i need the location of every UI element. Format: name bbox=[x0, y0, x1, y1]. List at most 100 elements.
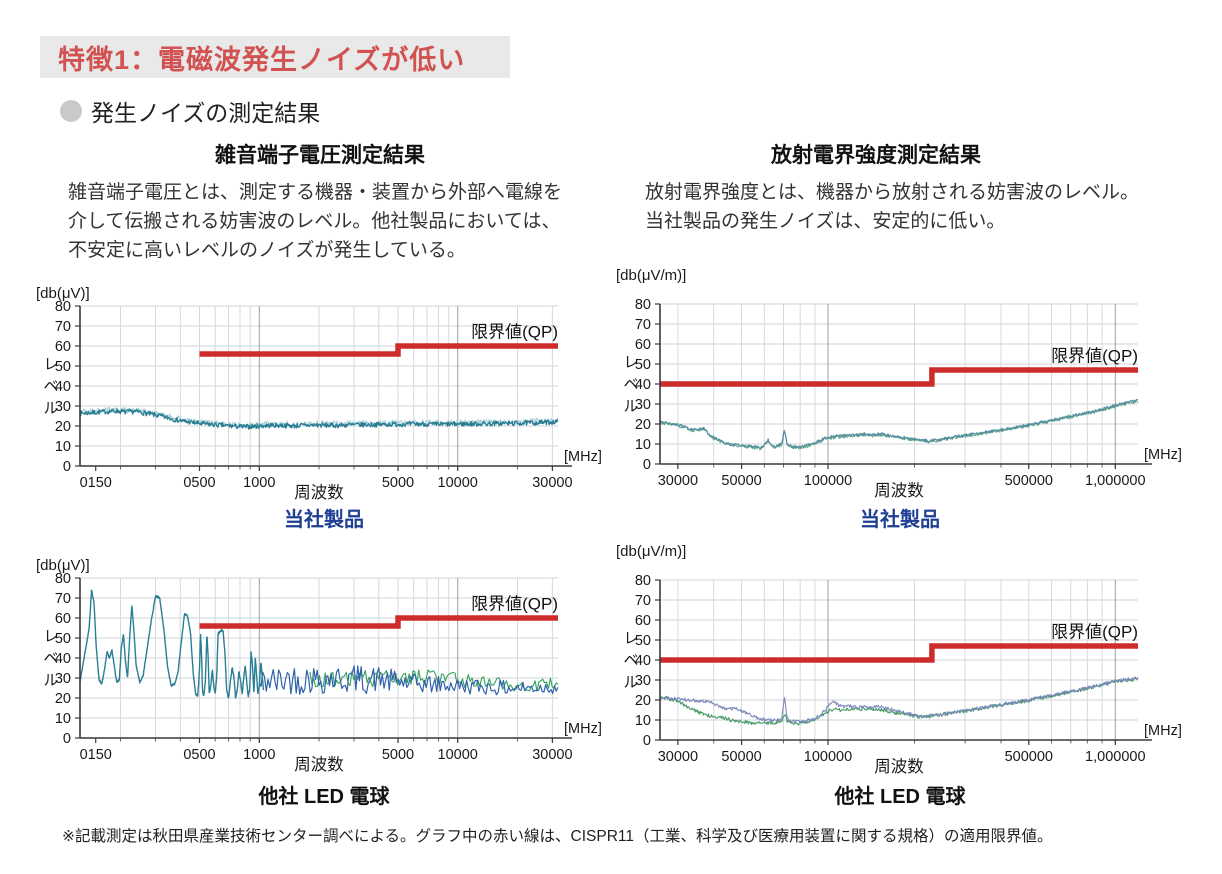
right-description-line-2: 当社製品の発生ノイズは、安定的に低い。 bbox=[645, 211, 1006, 232]
svg-text:[db(μV)]: [db(μV)] bbox=[36, 557, 90, 574]
caption-other-led-left: 他社 LED 電球 bbox=[258, 786, 390, 808]
svg-text:70: 70 bbox=[55, 591, 71, 607]
svg-text:20: 20 bbox=[635, 693, 651, 709]
svg-text:30000: 30000 bbox=[658, 749, 698, 765]
svg-text:50: 50 bbox=[55, 631, 71, 647]
svg-text:ル: ル bbox=[623, 398, 638, 415]
right-section-title: 放射電界強度測定結果 bbox=[771, 144, 981, 167]
bullet-circle-icon bbox=[60, 100, 82, 122]
svg-text:1000: 1000 bbox=[243, 475, 275, 491]
svg-text:30000: 30000 bbox=[658, 473, 698, 489]
svg-text:0: 0 bbox=[63, 731, 71, 747]
svg-text:1,000000: 1,000000 bbox=[1085, 749, 1145, 765]
subtitle-text: 発生ノイズの測定結果 bbox=[91, 100, 321, 126]
svg-text:ル: ル bbox=[43, 400, 58, 417]
svg-text:0: 0 bbox=[643, 733, 651, 749]
svg-text:周波数: 周波数 bbox=[294, 755, 344, 774]
svg-text:周波数: 周波数 bbox=[294, 483, 344, 502]
svg-text:周波数: 周波数 bbox=[874, 481, 924, 500]
svg-text:0500: 0500 bbox=[183, 747, 215, 763]
svg-text:40: 40 bbox=[635, 377, 651, 393]
svg-text:ベ: ベ bbox=[623, 376, 638, 393]
left-description-line-1: 雑音端子電圧とは、測定する機器・装置から外部へ電線を bbox=[68, 182, 563, 203]
svg-text:ベ: ベ bbox=[43, 650, 58, 667]
feature-title: 特徴1：電磁波発生ノイズが低い bbox=[58, 44, 466, 75]
svg-text:[db(μV/m)]: [db(μV/m)] bbox=[616, 267, 686, 284]
svg-text:[db(μV/m)]: [db(μV/m)] bbox=[616, 543, 686, 560]
right-description-line-1: 放射電界強度とは、機器から放射される妨害波のレベル。 bbox=[645, 182, 1140, 203]
svg-text:10: 10 bbox=[635, 713, 651, 729]
svg-text:100000: 100000 bbox=[804, 749, 852, 765]
svg-text:0150: 0150 bbox=[80, 747, 112, 763]
svg-text:70: 70 bbox=[635, 593, 651, 609]
svg-text:10000: 10000 bbox=[438, 747, 478, 763]
svg-text:5000: 5000 bbox=[382, 475, 414, 491]
svg-text:レ: レ bbox=[623, 630, 638, 647]
radiated-noise-other-led-plot: 0 10 20 30 40 50 60 70 80 30000 50000 100000 500000 1… bbox=[616, 543, 1182, 776]
radiated-noise-our-product-plot: 0 10 20 30 40 50 60 70 80 30000 50000 100000 500000 1… bbox=[616, 267, 1182, 500]
svg-text:0: 0 bbox=[63, 459, 71, 475]
svg-text:30: 30 bbox=[55, 671, 71, 687]
svg-text:10: 10 bbox=[635, 437, 651, 453]
svg-text:20: 20 bbox=[55, 419, 71, 435]
svg-text:0: 0 bbox=[643, 457, 651, 473]
svg-text:60: 60 bbox=[55, 611, 71, 627]
svg-text:[db(μV)]: [db(μV)] bbox=[36, 285, 90, 302]
svg-text:30: 30 bbox=[635, 673, 651, 689]
left-section-description: 雑音端子電圧とは、測定する機器・装置から外部へ電線を 介して伝搬される妨害波のレ… bbox=[68, 178, 578, 265]
svg-text:レ: レ bbox=[43, 628, 58, 645]
svg-text:[MHz]: [MHz] bbox=[564, 721, 602, 737]
svg-text:60: 60 bbox=[635, 337, 651, 353]
svg-text:[MHz]: [MHz] bbox=[1144, 723, 1182, 739]
svg-text:40: 40 bbox=[55, 379, 71, 395]
chart-radiated-other-led: 0 10 20 30 40 50 60 70 80 30000 50000 100000 500000 1… bbox=[614, 540, 1194, 776]
svg-text:ル: ル bbox=[43, 672, 58, 689]
caption-our-product-left: 当社製品 bbox=[284, 509, 364, 531]
svg-text:80: 80 bbox=[635, 573, 651, 589]
svg-text:50000: 50000 bbox=[721, 749, 761, 765]
svg-text:100000: 100000 bbox=[804, 473, 852, 489]
svg-text:60: 60 bbox=[55, 339, 71, 355]
svg-text:0500: 0500 bbox=[183, 475, 215, 491]
svg-text:1000: 1000 bbox=[243, 747, 275, 763]
chart-radiated-our-product: 0 10 20 30 40 50 60 70 80 30000 50000 100000 500000 1… bbox=[614, 264, 1194, 500]
subtitle-row: 発生ノイズの測定結果 bbox=[60, 94, 320, 128]
svg-text:30: 30 bbox=[635, 397, 651, 413]
svg-text:10: 10 bbox=[55, 439, 71, 455]
svg-text:500000: 500000 bbox=[1005, 749, 1053, 765]
svg-text:40: 40 bbox=[55, 651, 71, 667]
svg-text:30000: 30000 bbox=[532, 475, 572, 491]
svg-text:周波数: 周波数 bbox=[874, 757, 924, 776]
left-description-line-3: 不安定に高いレベルのノイズが発生している。 bbox=[68, 240, 466, 261]
caption-our-product-right: 当社製品 bbox=[860, 509, 940, 531]
chart-conducted-our-product: 0 10 20 30 40 50 60 70 80 0150 0500 1000 5000 10000 30… bbox=[34, 282, 614, 502]
svg-text:30: 30 bbox=[55, 399, 71, 415]
right-section-description: 放射電界強度とは、機器から放射される妨害波のレベル。 当社製品の発生ノイズは、安… bbox=[645, 178, 1185, 236]
svg-text:ベ: ベ bbox=[43, 378, 58, 395]
svg-text:レ: レ bbox=[623, 354, 638, 371]
svg-text:70: 70 bbox=[635, 317, 651, 333]
svg-text:70: 70 bbox=[55, 319, 71, 335]
svg-text:50000: 50000 bbox=[721, 473, 761, 489]
svg-text:限界値(QP): 限界値(QP) bbox=[471, 595, 558, 614]
conducted-noise-our-product-plot: 0 10 20 30 40 50 60 70 80 0150 0500 1000 5000 10000 30… bbox=[36, 285, 602, 502]
conducted-noise-other-led-plot: 0 10 20 30 40 50 60 70 80 0150 0500 1000 5000 10000 30… bbox=[36, 557, 602, 774]
left-description-line-2: 介して伝搬される妨害波のレベル。他社製品においては、 bbox=[68, 211, 561, 232]
svg-text:限界値(QP): 限界値(QP) bbox=[471, 323, 558, 342]
svg-text:20: 20 bbox=[55, 691, 71, 707]
svg-text:ベ: ベ bbox=[623, 652, 638, 669]
svg-text:50: 50 bbox=[635, 633, 651, 649]
svg-text:80: 80 bbox=[55, 299, 71, 315]
chart-conducted-other-led: 0 10 20 30 40 50 60 70 80 0150 0500 1000 5000 10000 30… bbox=[34, 554, 614, 774]
svg-text:10: 10 bbox=[55, 711, 71, 727]
svg-text:10000: 10000 bbox=[438, 475, 478, 491]
svg-text:80: 80 bbox=[55, 571, 71, 587]
svg-text:0150: 0150 bbox=[80, 475, 112, 491]
feature-title-bar: 特徴1：電磁波発生ノイズが低い bbox=[40, 36, 510, 78]
caption-other-led-right: 他社 LED 電球 bbox=[834, 786, 966, 808]
svg-text:限界値(QP): 限界値(QP) bbox=[1051, 623, 1138, 642]
svg-text:50: 50 bbox=[635, 357, 651, 373]
footnote: ※記載測定は秋田県産業技術センター調べによる。グラフ中の赤い線は、CISPR11… bbox=[62, 828, 1053, 845]
svg-text:60: 60 bbox=[635, 613, 651, 629]
